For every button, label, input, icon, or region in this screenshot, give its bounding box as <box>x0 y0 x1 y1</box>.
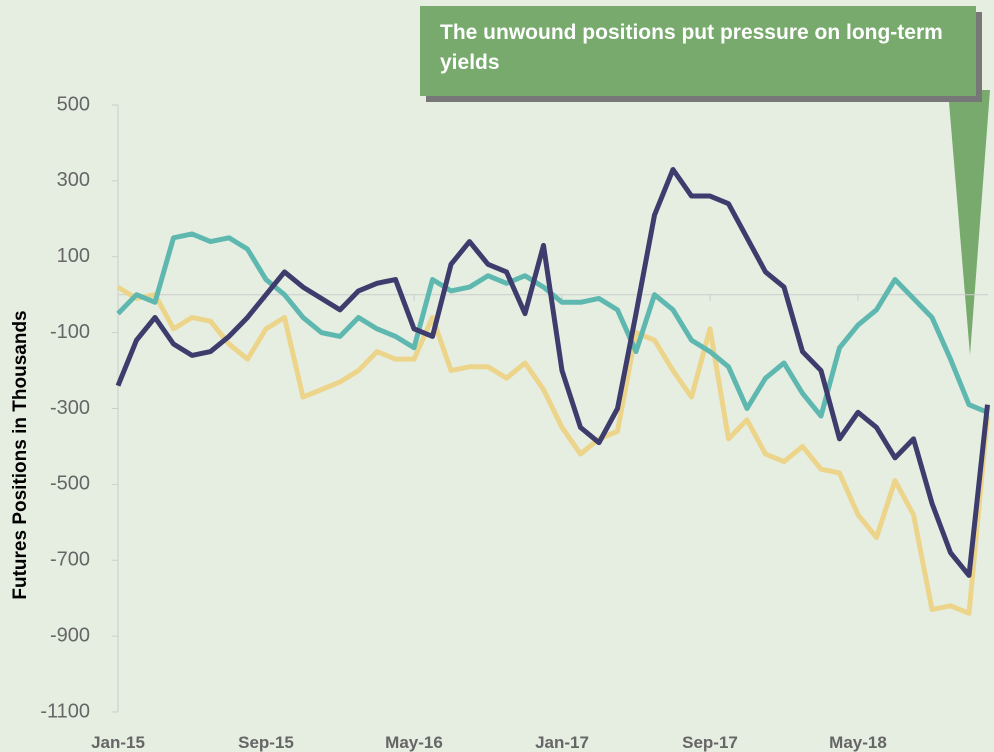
annotation: The unwound positions put pressure on lo… <box>420 6 976 96</box>
y-axis-label: Futures Positions in Thousands <box>10 310 31 599</box>
y-tick-label: -900 <box>50 624 90 646</box>
series-line <box>115 166 990 578</box>
y-tick-label: -500 <box>50 473 90 495</box>
callout-pointer <box>948 90 990 355</box>
series-line <box>116 284 990 616</box>
x-tick-label: May-18 <box>829 733 887 752</box>
x-tick-label: Jan-17 <box>535 733 589 752</box>
y-tick-label: -700 <box>50 549 90 571</box>
x-tick-label: May-16 <box>385 733 443 752</box>
x-tick-label: Sep-15 <box>238 733 294 752</box>
x-tick-label: Sep-17 <box>682 733 738 752</box>
y-tick-label: -100 <box>50 321 90 343</box>
y-tick-label: 300 <box>57 169 90 191</box>
y-tick-label: -300 <box>50 397 90 419</box>
y-tick-label: 100 <box>57 245 90 267</box>
x-tick-label: Jan-15 <box>91 733 145 752</box>
y-tick-label: 500 <box>57 93 90 115</box>
y-tick-label: -1100 <box>40 700 90 722</box>
